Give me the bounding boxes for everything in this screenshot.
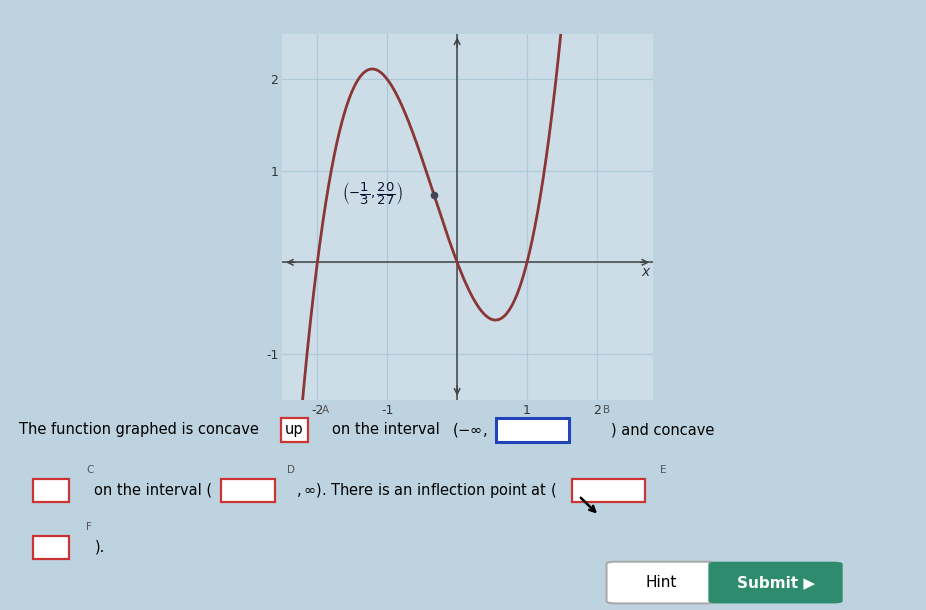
Text: $\left(-\dfrac{1}{3},\dfrac{20}{27}\right)$: $\left(-\dfrac{1}{3},\dfrac{20}{27}\righ… [342,180,403,207]
Text: E: E [660,465,667,475]
Text: up: up [285,423,304,437]
Text: B: B [603,404,610,415]
Text: D: D [287,465,295,475]
Text: A: A [322,404,330,415]
Text: Hint: Hint [645,575,677,590]
Text: Submit ▶: Submit ▶ [737,575,815,590]
Text: ) and concave: ) and concave [611,423,715,437]
Text: C: C [86,465,94,475]
FancyBboxPatch shape [607,562,716,603]
Text: x: x [642,265,650,279]
Text: The function graphed is concave: The function graphed is concave [19,423,258,437]
Text: on the interval (: on the interval ( [94,483,213,498]
Text: F: F [86,522,92,532]
Text: on the interval: on the interval [332,423,439,437]
Text: ).: ). [94,540,105,555]
Text: $(-\infty,$: $(-\infty,$ [452,421,487,439]
Text: $,\infty)$. There is an inflection point at $($: $,\infty)$. There is an inflection point… [296,481,558,500]
FancyBboxPatch shape [708,562,843,603]
